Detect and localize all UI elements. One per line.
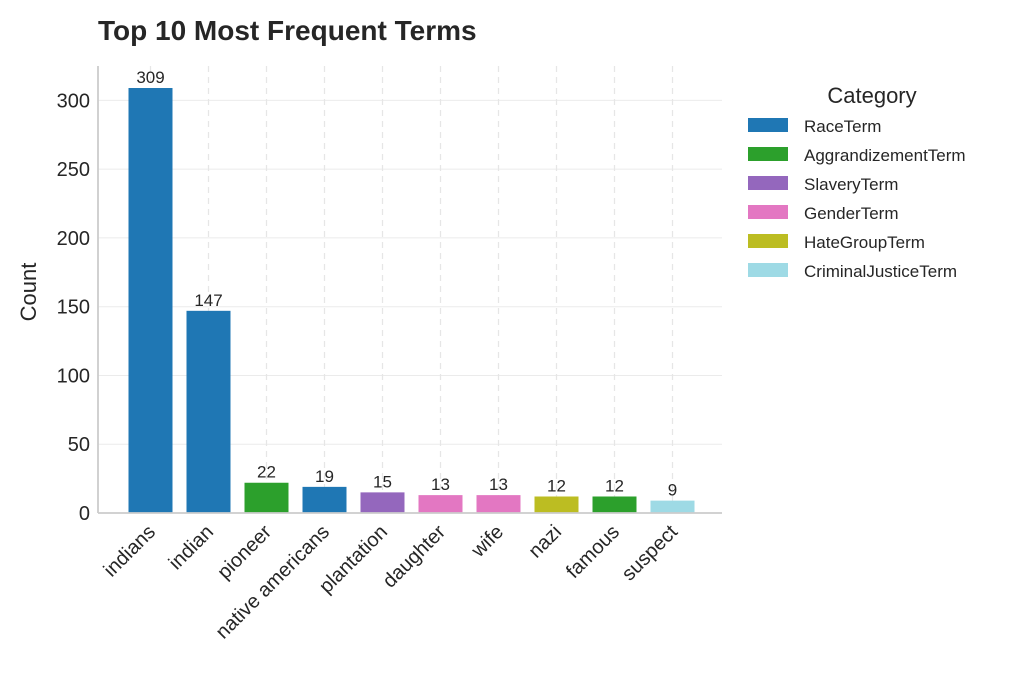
bar-suspect bbox=[650, 500, 695, 513]
y-tick-label: 100 bbox=[57, 365, 90, 387]
legend-swatch bbox=[748, 205, 788, 219]
bar-plantation bbox=[360, 492, 405, 513]
legend-swatch bbox=[748, 234, 788, 248]
y-tick-label: 300 bbox=[57, 90, 90, 112]
y-tick-label: 50 bbox=[68, 434, 90, 456]
legend-label: SlaveryTerm bbox=[804, 175, 898, 194]
y-tick-label: 250 bbox=[57, 159, 90, 181]
x-tick-label: suspect bbox=[618, 521, 683, 586]
bar-value-label: 15 bbox=[373, 472, 392, 491]
x-tick-label: wife bbox=[467, 521, 508, 562]
bars: 309 147 22 19 15 13 13 12 12 9 bbox=[128, 68, 695, 513]
x-tick-label: famous bbox=[562, 521, 624, 583]
y-tick-label: 150 bbox=[57, 297, 90, 319]
bar-value-label: 12 bbox=[605, 476, 624, 495]
x-tick-label: indian bbox=[165, 521, 218, 574]
legend-label: HateGroupTerm bbox=[804, 233, 925, 252]
bar-value-label: 9 bbox=[668, 481, 677, 500]
bar-value-label: 22 bbox=[257, 463, 276, 482]
legend-label: AggrandizementTerm bbox=[804, 146, 966, 165]
legend-swatch bbox=[748, 118, 788, 132]
bar-value-label: 13 bbox=[431, 475, 450, 494]
bar-pioneer bbox=[244, 482, 289, 513]
bar-nazi bbox=[534, 496, 579, 513]
y-axis-label: Count bbox=[16, 263, 41, 322]
x-tick-label: daughter bbox=[379, 521, 451, 593]
bar-famous bbox=[592, 496, 637, 513]
bar-value-label: 147 bbox=[194, 291, 222, 310]
x-tick-label: nazi bbox=[525, 521, 567, 563]
bar-native-americans bbox=[302, 486, 347, 513]
legend-swatch bbox=[748, 147, 788, 161]
legend-swatch bbox=[748, 176, 788, 190]
bar-indians bbox=[128, 88, 173, 513]
x-tick-label: indians bbox=[100, 521, 160, 581]
legend: Category RaceTerm AggrandizementTerm Slave… bbox=[748, 83, 966, 281]
y-tick-label: 0 bbox=[79, 503, 90, 525]
y-tick-label: 200 bbox=[57, 228, 90, 250]
bar-daughter bbox=[418, 495, 463, 513]
legend-label: CriminalJusticeTerm bbox=[804, 262, 957, 281]
bar-value-label: 309 bbox=[136, 68, 164, 87]
bar-indian bbox=[186, 310, 231, 513]
bar-value-label: 12 bbox=[547, 476, 566, 495]
bar-value-label: 13 bbox=[489, 475, 508, 494]
legend-swatch bbox=[748, 263, 788, 277]
bar-wife bbox=[476, 495, 521, 513]
bar-value-label: 19 bbox=[315, 467, 334, 486]
legend-title: Category bbox=[827, 83, 916, 108]
chart-title: Top 10 Most Frequent Terms bbox=[98, 15, 477, 46]
legend-label: RaceTerm bbox=[804, 117, 881, 136]
legend-label: GenderTerm bbox=[804, 204, 898, 223]
